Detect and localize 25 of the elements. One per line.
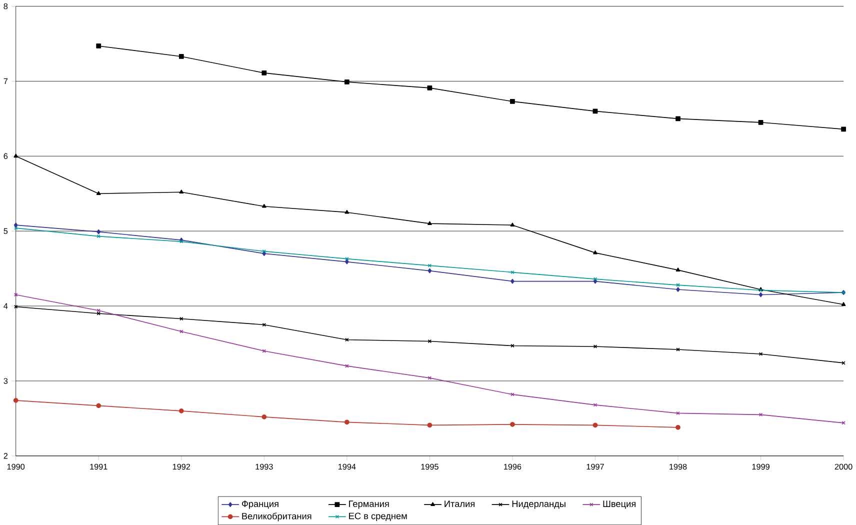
legend-label: Швеция xyxy=(603,500,636,509)
legend-label: ЕС в среднем xyxy=(349,512,407,521)
x-tick-label: 1992 xyxy=(172,464,190,470)
x-tick-label: 2000 xyxy=(834,464,852,470)
y-tick-label: 3 xyxy=(4,378,8,384)
legend-label: Нидерланды xyxy=(512,500,566,509)
x-tick-label: 1999 xyxy=(752,464,770,470)
legend-label: Великобритания xyxy=(242,512,312,522)
x-tick-label: 1997 xyxy=(586,464,604,470)
x-tick-label: 1990 xyxy=(7,464,25,470)
legend-label: Италия xyxy=(444,500,474,507)
x-tick-label: 1996 xyxy=(504,464,522,470)
y-tick-label: 6 xyxy=(4,153,8,159)
x-tick-label: 1995 xyxy=(421,464,438,470)
x-tick-label: 1998 xyxy=(670,464,687,470)
y-tick-label: 2 xyxy=(4,453,8,459)
y-tick-label: 7 xyxy=(4,78,8,84)
y-tick-label: 5 xyxy=(4,228,8,234)
x-tick-label: 1993 xyxy=(256,464,273,470)
y-tick-label: 4 xyxy=(4,303,8,309)
y-tick-label: 8 xyxy=(4,3,8,10)
x-tick-label: 1991 xyxy=(90,464,108,470)
legend-label: Франция xyxy=(242,500,278,509)
legend-label: Германия xyxy=(349,500,389,509)
x-tick-label: 1994 xyxy=(338,464,356,470)
